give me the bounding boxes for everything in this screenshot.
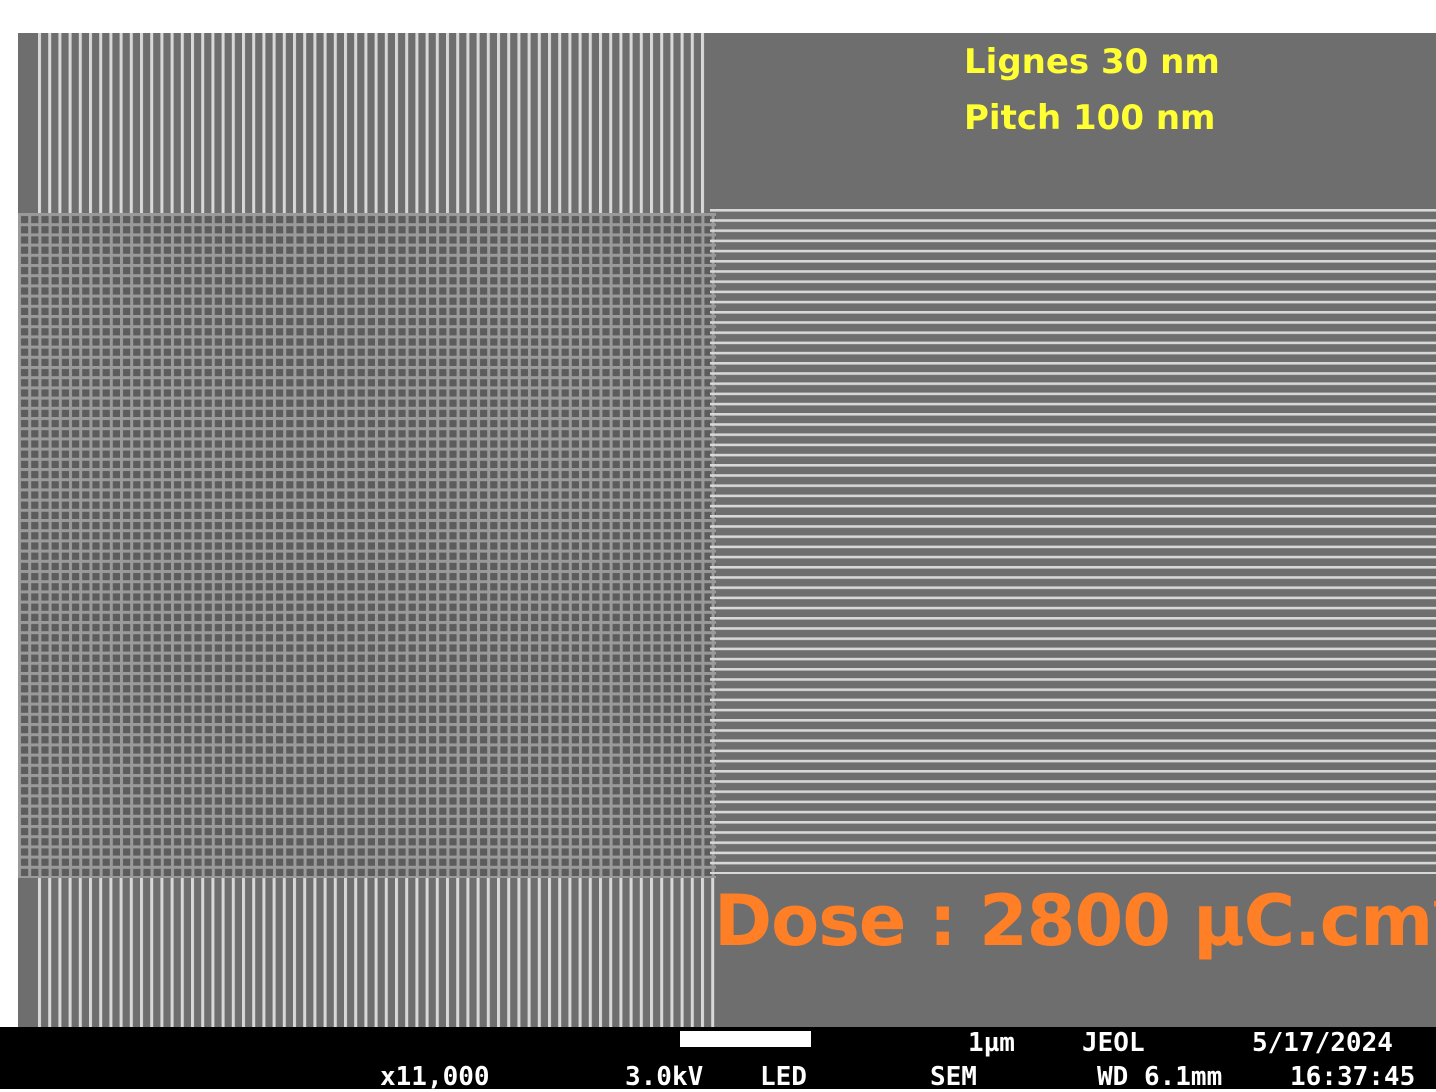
maker-label: JEOL (1082, 1028, 1145, 1058)
working-distance-label: WD 6.1mm (1097, 1062, 1223, 1092)
dose-exponent: -2 (1432, 880, 1436, 924)
annotation-line-spec: Lignes 30 nm Pitch 100 nm (964, 34, 1220, 146)
voltage-label: 3.0kV (625, 1062, 704, 1092)
detector-label: LED (760, 1062, 807, 1092)
horizontal-lines-right (710, 209, 1436, 874)
sem-info-bar: 1µm JEOL 5/17/2024 x11,000 3.0kV LED SEM… (0, 1027, 1436, 1092)
dose-label: Dose : 2800 µC.cm (714, 880, 1433, 962)
vertical-lines-bottom (38, 878, 718, 1027)
scale-label: 1µm (968, 1028, 1015, 1058)
crossed-grid-pattern (18, 213, 716, 878)
annotation-dose: Dose : 2800 µC.cm-2 (714, 862, 1436, 961)
sem-micrograph (18, 33, 1436, 1027)
magnification-label: x11,000 (380, 1062, 490, 1092)
annotation-pitch: Pitch 100 nm (964, 98, 1216, 138)
date-label: 5/17/2024 (1252, 1028, 1393, 1058)
vertical-lines-top (38, 33, 710, 213)
time-label: 16:37:45 (1290, 1062, 1416, 1092)
annotation-line-width: Lignes 30 nm (964, 42, 1220, 82)
scale-bar (680, 1031, 811, 1047)
mode-label: SEM (930, 1062, 977, 1092)
